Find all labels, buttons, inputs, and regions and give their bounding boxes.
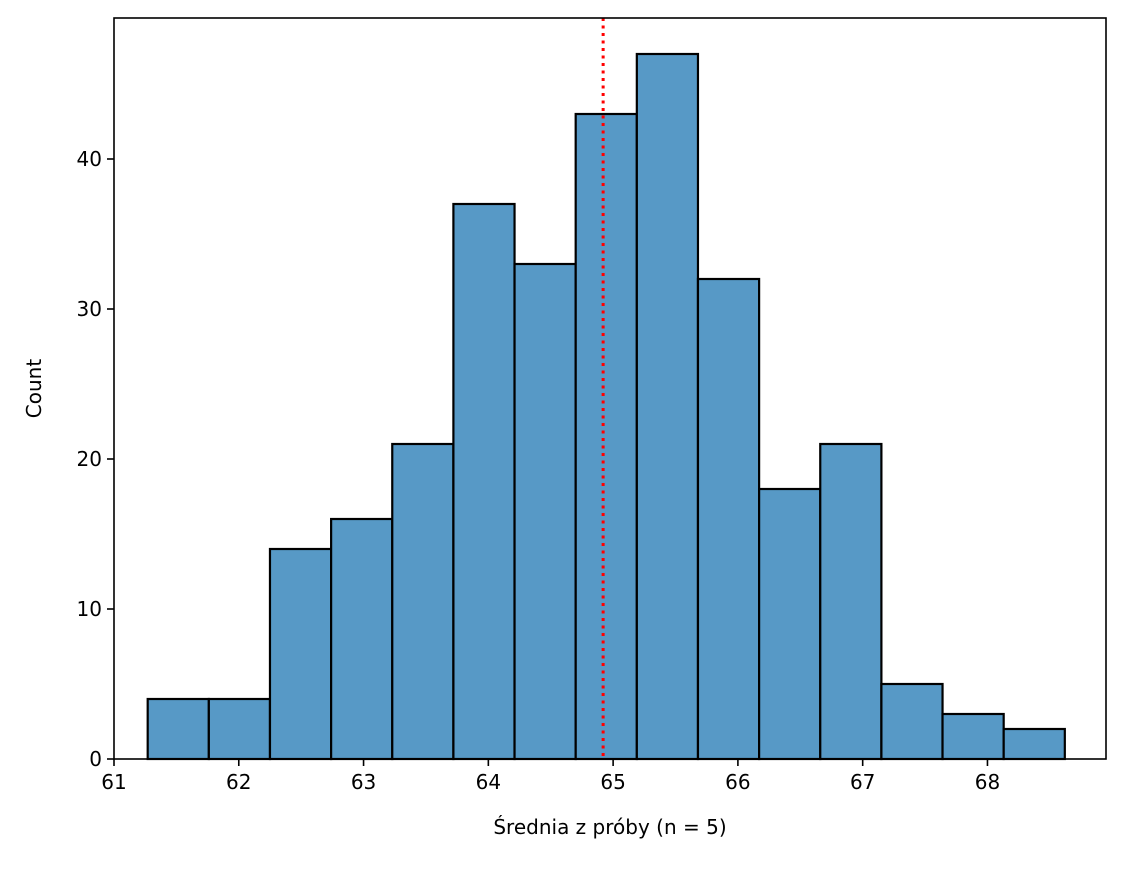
x-axis-label: Średnia z próby (n = 5) [493, 815, 726, 839]
y-axis-label: Count [22, 359, 46, 419]
histogram-bar [941, 712, 1005, 761]
bars-group [146, 52, 1066, 761]
y-ticks: 0 10 20 30 40 [77, 147, 114, 771]
y-tick-label: 10 [77, 597, 102, 621]
histogram-bar [452, 202, 516, 761]
x-tick-label: 65 [600, 770, 625, 794]
histogram-bar [391, 442, 455, 761]
histogram-bar [696, 277, 761, 761]
y-tick-label: 40 [77, 147, 102, 171]
histogram-bar [268, 547, 333, 761]
x-tick-label: 68 [975, 770, 1000, 794]
y-tick-label: 0 [89, 747, 102, 771]
y-tick-label: 30 [77, 297, 102, 321]
histogram-bar [880, 682, 944, 761]
x-tick-label: 62 [226, 770, 251, 794]
axes-frame [113, 17, 1107, 760]
histogram-bar [574, 112, 638, 761]
histogram-bar [207, 697, 272, 761]
x-tick-label: 64 [476, 770, 501, 794]
histogram-bar [635, 52, 700, 761]
x-tick-label: 67 [850, 770, 875, 794]
x-tick-label: 61 [101, 770, 126, 794]
x-tick-label: 63 [351, 770, 376, 794]
x-tick-label: 66 [725, 770, 750, 794]
histogram-bar [330, 517, 394, 761]
y-tick-label: 20 [77, 447, 102, 471]
histogram-bar [819, 442, 883, 761]
x-ticks: 61 62 63 64 65 66 67 68 [101, 759, 1000, 794]
histogram-bar [146, 697, 210, 761]
histogram-bar [758, 487, 822, 761]
histogram-bar [1002, 727, 1066, 761]
histogram-bar [513, 262, 577, 761]
